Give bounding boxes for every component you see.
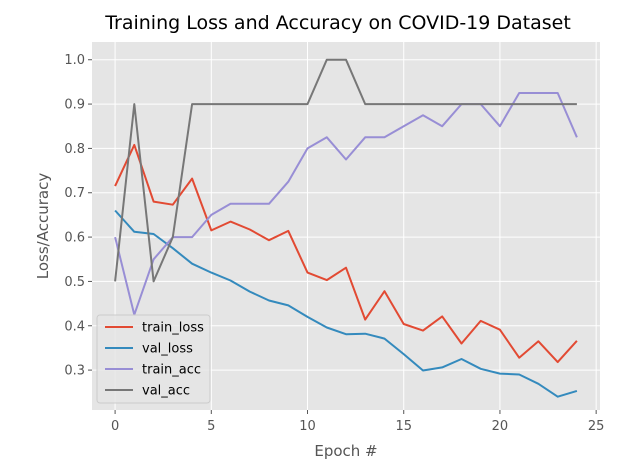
x-tick-label: 15: [395, 419, 412, 434]
y-tick-label: 0.4: [64, 319, 85, 334]
series-line-val-loss: [114, 209, 578, 398]
axis-ticks: 0 5 10 15 20 25 0.3 0.4 0.5 0.6 0.7 0.8 0.9 1.0: [64, 53, 604, 434]
series-line-train-acc: [114, 92, 578, 316]
series-line-val-acc: [114, 58, 577, 283]
y-tick-label: 0.6: [64, 231, 85, 246]
legend-label: val_loss: [142, 342, 193, 357]
y-tick-label: 0.5: [64, 275, 85, 290]
x-tick-label: 0: [111, 419, 119, 434]
chart-title: Training Loss and Accuracy on COVID-19 D…: [104, 12, 571, 34]
x-tick-label: 25: [588, 419, 605, 434]
legend-label: train_acc: [142, 363, 201, 378]
y-tick-label: 1.0: [64, 53, 85, 68]
legend-label: train_loss: [142, 321, 204, 336]
series-line-train-loss: [114, 143, 578, 364]
x-tick-label: 5: [207, 419, 215, 434]
x-tick-label: 10: [299, 419, 316, 434]
y-tick-label: 0.3: [64, 364, 85, 379]
x-tick-label: 20: [492, 419, 509, 434]
x-axis-label: Epoch #: [314, 442, 377, 460]
y-axis-label: Loss/Accuracy: [34, 173, 52, 280]
y-tick-label: 0.9: [64, 98, 85, 113]
y-tick-label: 0.8: [64, 142, 85, 157]
legend-box: [96, 314, 211, 404]
legend: train_loss val_loss train_acc val_acc: [96, 314, 211, 404]
series-lines: [114, 58, 578, 398]
y-tick-label: 0.7: [64, 186, 85, 201]
legend-label: val_acc: [142, 384, 190, 399]
